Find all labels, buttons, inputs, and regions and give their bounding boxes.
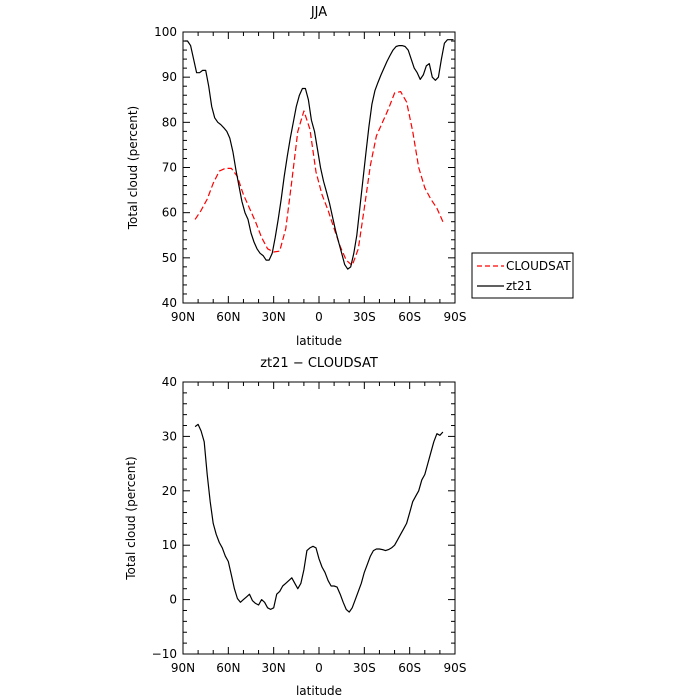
top-y-axis-label: Total cloud (percent) <box>126 106 140 230</box>
bottom-y-tick-labels: −10 0 10 20 30 40 <box>152 375 177 661</box>
bottom-series-layer <box>194 423 444 613</box>
bottom-xtick-label: 60S <box>398 661 421 675</box>
legend: CLOUDSAT zt21 <box>471 252 574 299</box>
top-xtick-label: 60N <box>216 310 240 324</box>
bottom-ytick-label: 40 <box>162 375 177 389</box>
top-axis-ticks <box>182 31 456 304</box>
top-xtick-label: 30S <box>353 310 376 324</box>
top-ytick-label: 80 <box>162 115 177 129</box>
top-xtick-label: 30N <box>262 310 286 324</box>
bottom-plot-frame <box>182 381 456 655</box>
bottom-ytick-label: 0 <box>169 593 177 607</box>
bottom-xtick-label: 60N <box>216 661 240 675</box>
top-series-layer <box>184 39 454 270</box>
bottom-xtick-label: 90N <box>171 661 195 675</box>
bottom-xtick-label: 30S <box>353 661 376 675</box>
top-ytick-label: 70 <box>162 161 177 175</box>
top-plot-frame <box>182 31 456 304</box>
top-ytick-label: 100 <box>154 25 177 39</box>
bottom-panel: zt21 − CLOUDSAT −10 0 10 20 30 40 90N 60N 30N 0 3… <box>124 356 466 698</box>
top-xtick-label: 0 <box>315 310 323 324</box>
bottom-xtick-label: 30N <box>262 661 286 675</box>
bottom-ytick-label: 30 <box>162 429 177 443</box>
bottom-y-axis-label: Total cloud (percent) <box>124 456 138 580</box>
bottom-xtick-label: 0 <box>315 661 323 675</box>
top-series-line-cloudsat <box>194 91 444 267</box>
top-series-line-zt21 <box>184 39 454 270</box>
bottom-ytick-label: 20 <box>162 484 177 498</box>
bottom-ytick-label: 10 <box>162 538 177 552</box>
bottom-ytick-label: −10 <box>152 647 177 661</box>
top-ytick-label: 90 <box>162 70 177 84</box>
legend-label-cloudsat: CLOUDSAT <box>506 259 571 273</box>
bottom-x-axis-label: latitude <box>296 684 342 698</box>
top-xtick-label: 90N <box>171 310 195 324</box>
top-x-tick-labels: 90N 60N 30N 0 30S 60S 90S <box>171 310 467 324</box>
legend-label-zt21: zt21 <box>506 279 532 293</box>
bottom-chart-title: zt21 − CLOUDSAT <box>260 356 378 371</box>
top-xtick-label: 90S <box>444 310 467 324</box>
bottom-axis-ticks <box>182 381 456 655</box>
legend-box <box>471 252 574 299</box>
top-xtick-label: 60S <box>398 310 421 324</box>
top-y-tick-labels: 40 50 60 70 80 90 100 <box>154 25 177 310</box>
bottom-x-tick-labels: 90N 60N 30N 0 30S 60S 90S <box>171 661 467 675</box>
top-x-axis-label: latitude <box>296 334 342 348</box>
top-ytick-label: 40 <box>162 296 177 310</box>
top-chart-title: JJA <box>310 5 327 20</box>
bottom-series-line-series0 <box>194 423 444 613</box>
top-ytick-label: 50 <box>162 251 177 265</box>
top-ytick-label: 60 <box>162 206 177 220</box>
bottom-xtick-label: 90S <box>444 661 467 675</box>
